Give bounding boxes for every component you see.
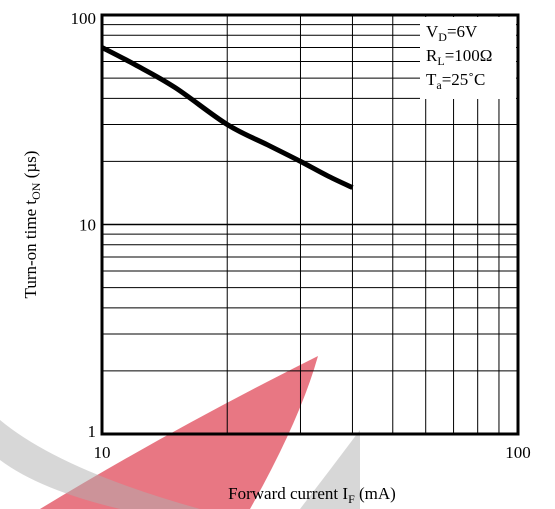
axis-labels: Forward current IF (mA) Turn-on time tON … xyxy=(21,151,396,506)
tick-labels: 10 100 1 10 100 xyxy=(71,9,531,462)
y-tick-label: 10 xyxy=(79,216,96,235)
condition-1: VD=6V xyxy=(426,22,478,44)
y-tick-label: 100 xyxy=(71,9,97,28)
condition-3: Ta=25˚C xyxy=(426,70,485,92)
x-axis-label: Forward current IF (mA) xyxy=(228,484,396,506)
plot-frame xyxy=(100,13,520,436)
x-tick-label: 10 xyxy=(94,443,111,462)
watermark-gray-swoosh-right xyxy=(300,430,360,509)
series-line-1 xyxy=(100,45,354,190)
watermark-gray-swoosh-left xyxy=(0,420,200,509)
series xyxy=(100,45,354,190)
y-tick-label: 1 xyxy=(88,422,97,441)
conditions-background xyxy=(420,17,516,99)
condition-2: RL=100Ω xyxy=(426,46,492,68)
x-tick-label: 100 xyxy=(505,443,531,462)
y-axis-label: Turn-on time tON (µs) xyxy=(21,151,43,299)
